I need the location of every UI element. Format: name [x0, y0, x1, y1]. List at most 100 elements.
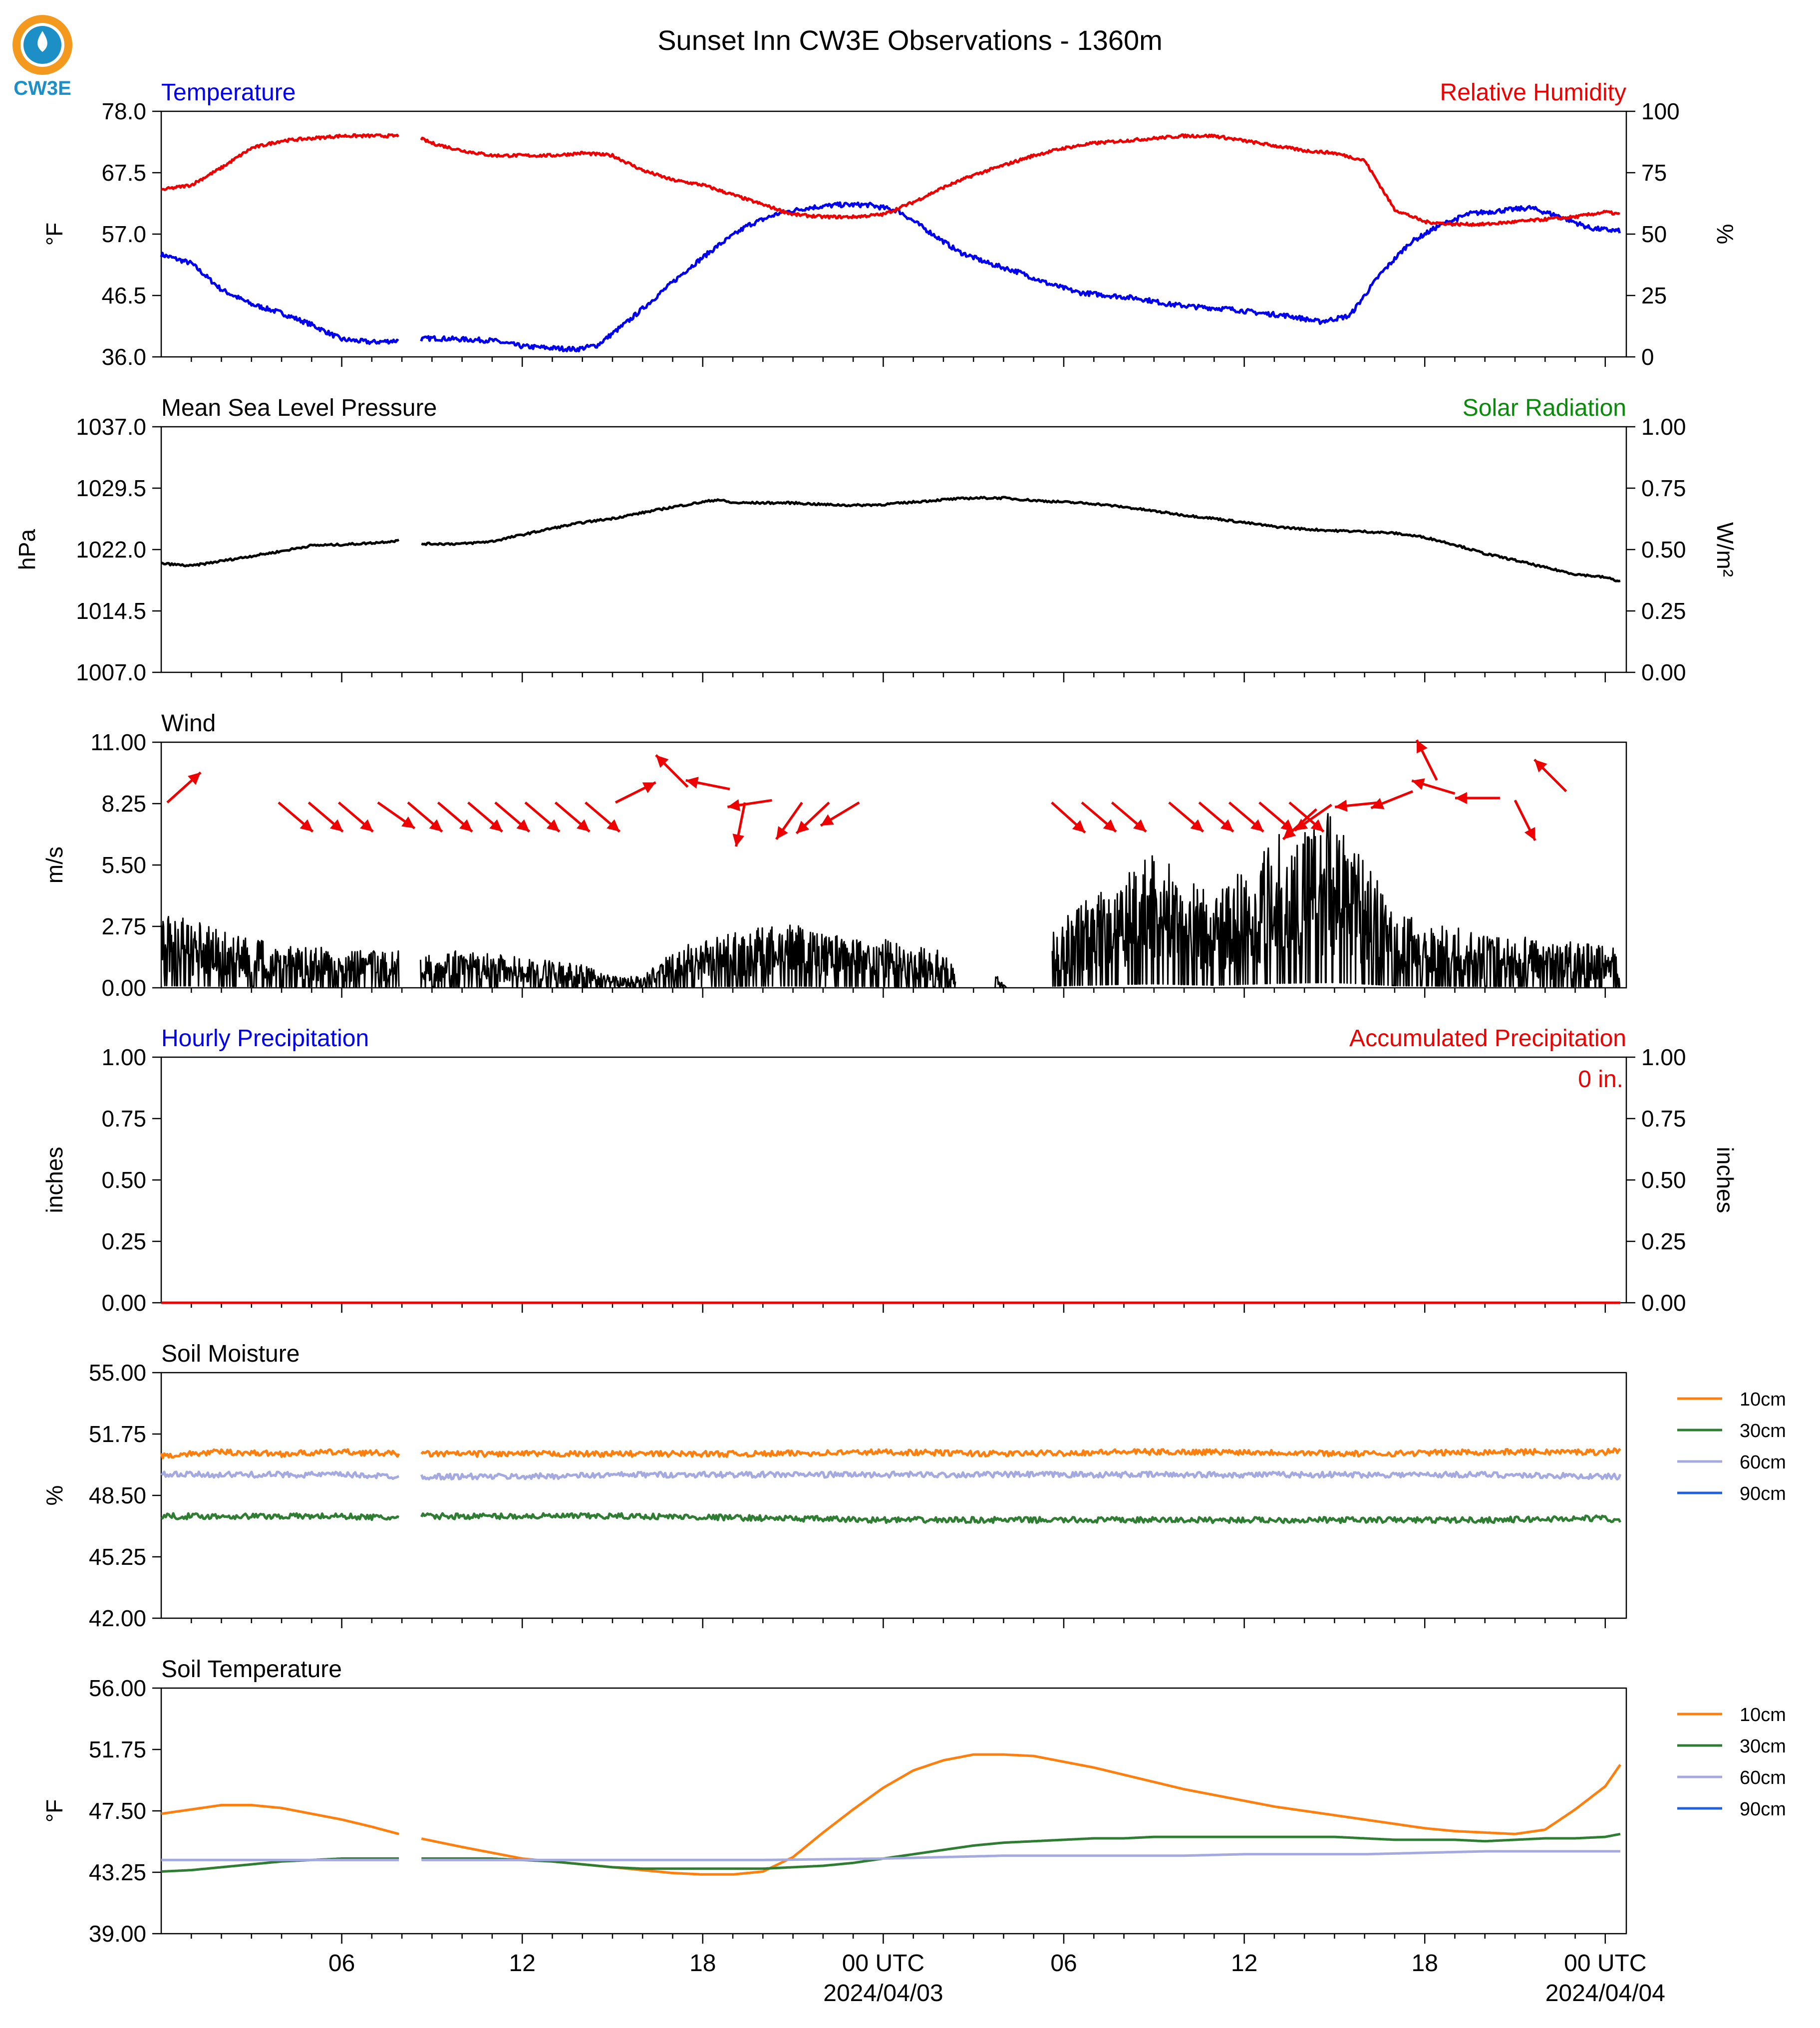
wind-arrow-head — [1280, 819, 1294, 832]
legend-label-10cm: 10cm — [1740, 1389, 1786, 1410]
legend-label-60cm: 60cm — [1740, 1767, 1786, 1788]
y-tick-label-left: 67.5 — [101, 160, 146, 186]
y-axis-label-right: % — [1712, 224, 1738, 245]
legend-label-90cm: 90cm — [1740, 1799, 1786, 1820]
wind-arrow-head — [1133, 819, 1147, 832]
wind-arrow-head — [546, 819, 560, 832]
y-tick-label-left: 43.25 — [89, 1859, 146, 1885]
wind-arrow-head — [776, 826, 788, 840]
wind-arrow-head — [360, 819, 373, 832]
x-tick-label: 12 — [1231, 1950, 1257, 1977]
panel-title-left: Soil Moisture — [161, 1341, 300, 1367]
logo-flame-icon — [37, 31, 47, 52]
y-axis-label-left: inches — [41, 1147, 67, 1213]
panel-5: Soil Moisture 42.00 45.25 48.50 51.75 55.00% 1… — [41, 1341, 1786, 1631]
y-tick-label-right: 0.25 — [1641, 598, 1686, 624]
wind-arrow-head — [1283, 827, 1296, 840]
cw3e-logo: CW3E — [12, 15, 72, 99]
y-tick-label-right: 0.00 — [1641, 1290, 1686, 1316]
y-axis-label-right: inches — [1712, 1147, 1738, 1213]
y-tick-label-left: 0.25 — [101, 1228, 146, 1254]
wind-arrow-head — [642, 782, 656, 793]
wind-arrow-head — [429, 819, 442, 832]
wind-arrow-head — [1103, 819, 1116, 832]
series-line-2 — [420, 133, 1620, 227]
wind-arrow-head — [1417, 740, 1428, 754]
series-line-1 — [160, 915, 400, 988]
y-tick-label-right: 75 — [1641, 160, 1667, 186]
y-axis-label-left: m/s — [41, 847, 67, 883]
y-tick-label-left: 78.0 — [101, 98, 146, 124]
series-line-30cm — [161, 1857, 399, 1873]
y-tick-label-right: 0.50 — [1641, 537, 1686, 563]
series-line-1 — [421, 496, 1621, 582]
wind-arrow-head — [1190, 819, 1204, 832]
y-tick-label-left: 5.50 — [101, 852, 146, 878]
series-line-10cm — [420, 1447, 1621, 1458]
x-tick-label: 18 — [1412, 1950, 1438, 1977]
wind-arrow-head — [1335, 800, 1348, 812]
y-tick-label-left: 42.00 — [89, 1605, 146, 1631]
logo-text: CW3E — [13, 77, 71, 99]
y-tick-label-left: 0.75 — [101, 1106, 146, 1132]
y-tick-label-right: 0 — [1641, 344, 1654, 370]
y-tick-label-left: 0.00 — [101, 975, 146, 1001]
series-line-30cm — [421, 1832, 1621, 1870]
wind-arrow-head — [796, 821, 810, 834]
series-line-1 — [420, 201, 1621, 352]
y-tick-label-left: 45.25 — [89, 1544, 146, 1570]
series-line-30cm — [161, 1512, 399, 1521]
panel-title-right: Accumulated Precipitation — [1349, 1025, 1626, 1052]
series-line-60cm — [421, 1850, 1620, 1861]
y-tick-label-right: 0.25 — [1641, 1228, 1686, 1254]
y-axis-label-left: °F — [41, 223, 67, 246]
panel-1: Temperature Relative Humidity 36.0 46.5 57.0… — [41, 79, 1738, 370]
panels: Temperature Relative Humidity 36.0 46.5 57.0… — [14, 79, 1786, 2007]
wind-arrow-head — [1310, 819, 1324, 832]
y-tick-label-left: 51.75 — [89, 1737, 146, 1762]
y-tick-label-left: 36.0 — [101, 344, 146, 370]
y-tick-label-left: 46.5 — [101, 283, 146, 308]
panel-title-left: Temperature — [161, 79, 296, 106]
series-line-2 — [161, 133, 399, 191]
wind-arrow-head — [732, 834, 745, 847]
wind-arrow-head — [1220, 819, 1233, 832]
panel-title-right: Relative Humidity — [1440, 79, 1626, 106]
y-tick-label-left: 1029.5 — [76, 475, 146, 501]
wind-arrow-head — [1455, 792, 1467, 804]
series-line-1 — [1051, 813, 1621, 988]
x-tick-date-label: 2024/04/04 — [1545, 1980, 1665, 2007]
panel-title-left: Soil Temperature — [161, 1656, 342, 1683]
legend-label-30cm: 30cm — [1740, 1421, 1786, 1442]
y-tick-label-right: 50 — [1641, 221, 1667, 247]
y-tick-label-right: 0.50 — [1641, 1167, 1686, 1193]
y-tick-label-left: 0.00 — [101, 1290, 146, 1316]
y-tick-label-right: 25 — [1641, 283, 1667, 308]
y-axis-label-left: % — [41, 1485, 67, 1506]
wind-arrow-head — [300, 819, 313, 832]
y-tick-label-left: 1007.0 — [76, 659, 146, 685]
y-axis-label-left: °F — [41, 1799, 67, 1823]
series-line-1 — [161, 539, 400, 568]
y-tick-label-right: 100 — [1641, 98, 1680, 124]
wind-arrow-head — [727, 799, 740, 811]
legend-label-10cm: 10cm — [1740, 1705, 1786, 1726]
series-line-10cm — [161, 1803, 399, 1835]
y-tick-label-left: 1037.0 — [76, 414, 146, 440]
wind-arrow-head — [1250, 819, 1264, 832]
x-tick-label: 18 — [689, 1950, 716, 1977]
y-tick-label-left: 51.75 — [89, 1421, 146, 1447]
wind-arrow-head — [607, 819, 620, 832]
x-tick-label: 06 — [1050, 1950, 1077, 1977]
panel-4: Hourly Precipitation Accumulated Precipit… — [41, 1025, 1738, 1316]
series-line-60cm — [420, 1470, 1622, 1481]
series-line-30cm — [420, 1512, 1622, 1524]
series-line-1 — [160, 252, 399, 345]
wind-arrow-head — [1294, 819, 1308, 831]
wind-arrow-head — [821, 814, 834, 826]
legend-label-60cm: 60cm — [1740, 1452, 1786, 1473]
y-axis-label-right: W/m² — [1712, 522, 1738, 577]
wind-arrow-head — [489, 819, 503, 832]
y-tick-label-left: 47.50 — [89, 1798, 146, 1824]
